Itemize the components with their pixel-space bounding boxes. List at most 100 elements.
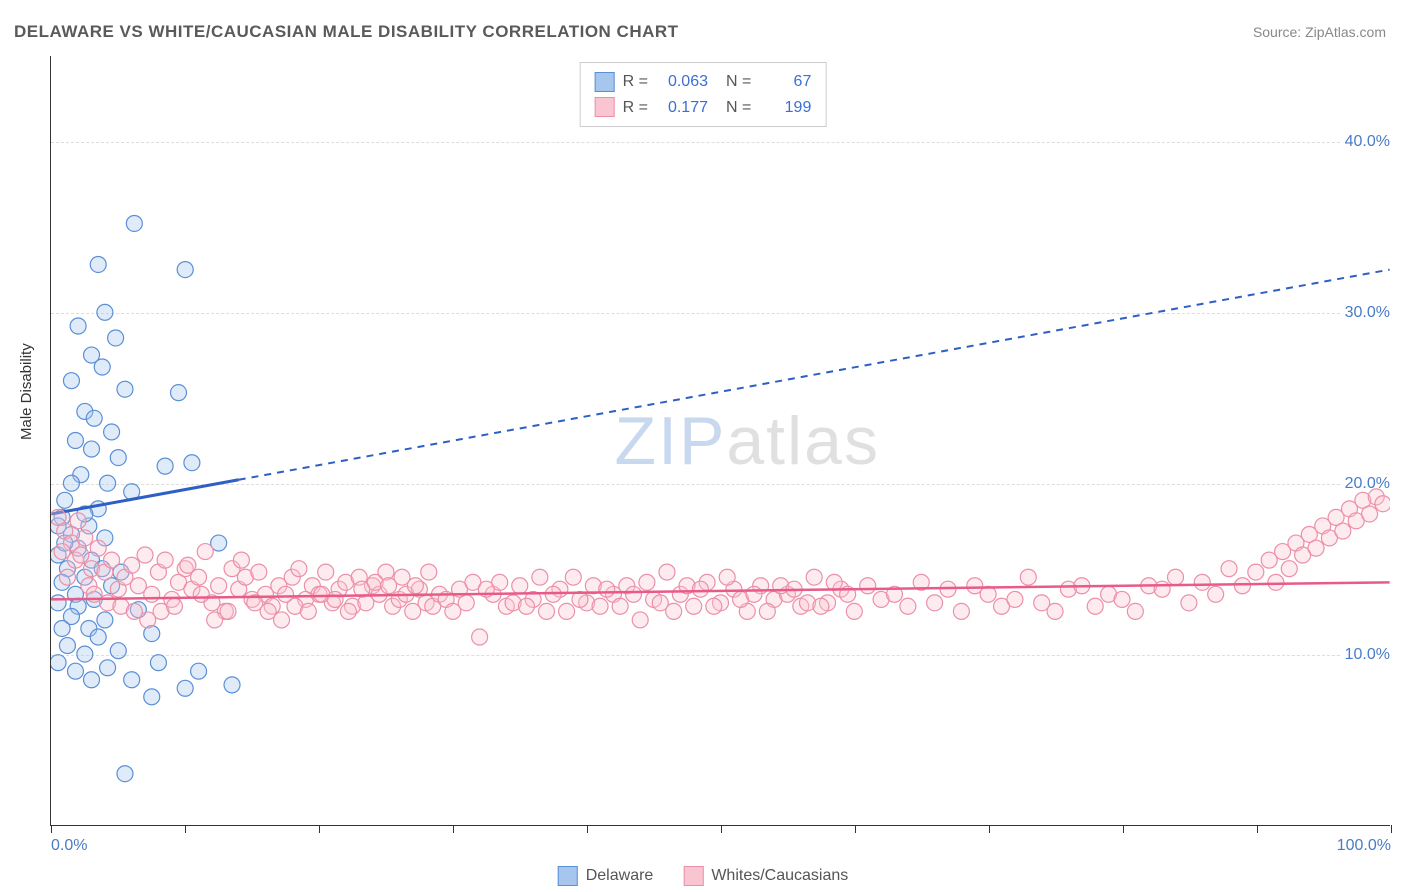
scatter-point — [458, 595, 474, 611]
scatter-point — [184, 455, 200, 471]
source-attribution: Source: ZipAtlas.com — [1253, 24, 1386, 40]
scatter-point — [177, 680, 193, 696]
scatter-point — [63, 373, 79, 389]
scatter-point — [1221, 561, 1237, 577]
scatter-point — [84, 672, 100, 688]
legend-swatch — [683, 866, 703, 886]
scatter-point — [532, 569, 548, 585]
x-tick — [1257, 825, 1258, 833]
scatter-point — [108, 330, 124, 346]
scatter-point — [1208, 586, 1224, 602]
scatter-point — [860, 578, 876, 594]
scatter-point — [67, 433, 83, 449]
scatter-point — [565, 569, 581, 585]
scatter-point — [666, 603, 682, 619]
scatter-point — [746, 586, 762, 602]
scatter-point — [512, 578, 528, 594]
chart-title: DELAWARE VS WHITE/CAUCASIAN MALE DISABIL… — [14, 22, 679, 42]
scatter-point — [759, 603, 775, 619]
trend-line-dashed — [239, 270, 1390, 480]
scatter-point — [220, 603, 236, 619]
scatter-point — [191, 663, 207, 679]
x-tick — [989, 825, 990, 833]
scatter-point — [110, 450, 126, 466]
legend-series-item: Delaware — [558, 866, 654, 886]
scatter-point — [900, 598, 916, 614]
scatter-point — [59, 569, 75, 585]
scatter-point — [1308, 540, 1324, 556]
x-tick-label: 0.0% — [51, 837, 87, 855]
scatter-point — [421, 564, 437, 580]
scatter-point — [1047, 603, 1063, 619]
legend-r-label: R = — [623, 69, 648, 95]
scatter-point — [171, 385, 187, 401]
scatter-point — [63, 475, 79, 491]
scatter-point — [51, 655, 66, 671]
legend-correlation-row: R =0.063N =67 — [595, 69, 812, 95]
x-tick — [1123, 825, 1124, 833]
scatter-point — [1281, 561, 1297, 577]
legend-n-value: 67 — [759, 69, 811, 95]
scatter-point — [117, 381, 133, 397]
scatter-point — [97, 612, 113, 628]
scatter-point — [626, 586, 642, 602]
scatter-point — [150, 655, 166, 671]
scatter-point — [539, 603, 555, 619]
scatter-point — [518, 598, 534, 614]
scatter-point — [110, 643, 126, 659]
scatter-point — [1375, 496, 1390, 512]
x-tick — [855, 825, 856, 833]
scatter-plot-svg — [51, 56, 1390, 825]
scatter-point — [126, 215, 142, 231]
x-tick — [453, 825, 454, 833]
scatter-point — [251, 564, 267, 580]
scatter-point — [124, 557, 140, 573]
legend-r-label: R = — [623, 95, 648, 121]
legend-correlation-row: R =0.177N =199 — [595, 95, 812, 121]
scatter-point — [137, 547, 153, 563]
scatter-point — [340, 603, 356, 619]
scatter-point — [70, 513, 86, 529]
scatter-point — [100, 475, 116, 491]
scatter-point — [274, 612, 290, 628]
scatter-point — [211, 578, 227, 594]
scatter-point — [90, 256, 106, 272]
series-legend: Delaware Whites/Caucasians — [558, 866, 849, 886]
scatter-point — [180, 557, 196, 573]
scatter-point — [472, 629, 488, 645]
scatter-point — [77, 530, 93, 546]
scatter-point — [813, 598, 829, 614]
scatter-point — [806, 569, 822, 585]
scatter-point — [117, 766, 133, 782]
scatter-point — [719, 569, 735, 585]
scatter-point — [77, 646, 93, 662]
scatter-point — [692, 581, 708, 597]
legend-n-label: N = — [726, 69, 751, 95]
scatter-point — [1234, 578, 1250, 594]
scatter-point — [1127, 603, 1143, 619]
scatter-point — [300, 603, 316, 619]
legend-n-label: N = — [726, 95, 751, 121]
chart-plot-area: ZIPatlas 10.0%20.0%30.0%40.0%0.0%100.0% — [50, 56, 1390, 826]
scatter-point — [144, 689, 160, 705]
scatter-point — [167, 598, 183, 614]
x-tick — [51, 825, 52, 833]
scatter-point — [67, 663, 83, 679]
legend-series-label: Whites/Caucasians — [711, 867, 848, 885]
legend-series-item: Whites/Caucasians — [683, 866, 848, 886]
scatter-point — [157, 552, 173, 568]
legend-swatch — [595, 97, 615, 117]
x-tick — [319, 825, 320, 833]
scatter-point — [177, 262, 193, 278]
scatter-point — [1248, 564, 1264, 580]
scatter-point — [612, 598, 628, 614]
scatter-point — [327, 591, 343, 607]
scatter-point — [197, 544, 213, 560]
scatter-point — [1007, 591, 1023, 607]
scatter-point — [1181, 595, 1197, 611]
scatter-point — [104, 552, 120, 568]
x-tick — [1391, 825, 1392, 833]
scatter-point — [953, 603, 969, 619]
scatter-point — [86, 410, 102, 426]
y-axis-label: Male Disability — [18, 343, 35, 440]
